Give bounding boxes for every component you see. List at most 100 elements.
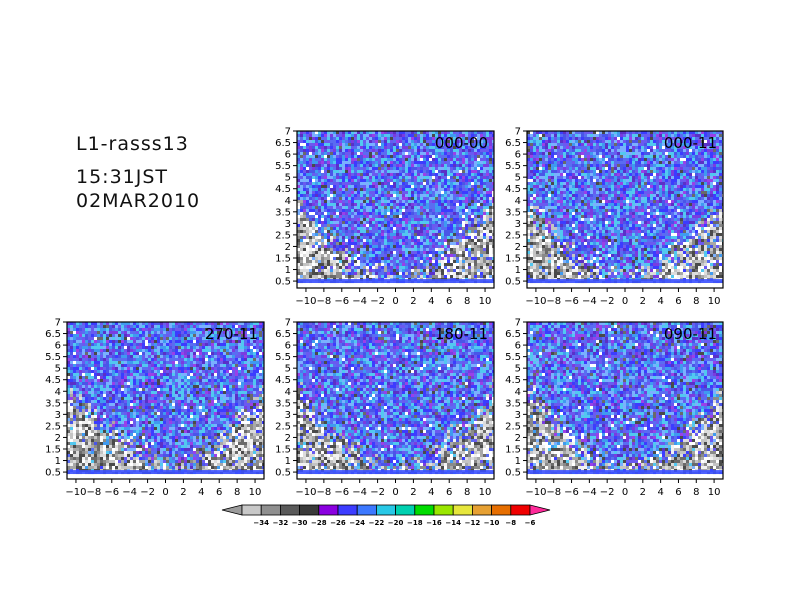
colorbar-box [318,504,339,516]
y-tick-label: 6.5 [275,138,291,149]
x-tick-label: 8 [234,487,240,498]
colorbar-max-arrow [529,504,551,516]
y-tick-label: 0.5 [505,468,521,479]
colorbar-box [471,504,492,516]
x-tick-label: −4 [352,487,367,498]
y-tick-label: 4.5 [45,375,61,386]
heatmap-field [527,322,723,479]
y-tick-label: 3 [515,410,521,421]
x-tick-label: −6 [334,296,349,307]
panel-label: 000-00 [435,134,488,152]
y-tick-label: 5.5 [275,352,291,363]
panel-label: 090-11 [664,325,717,343]
below-range-area [527,283,723,288]
x-tick-label: 6 [446,487,452,498]
heatmap-field [67,322,264,479]
x-tick-label: −6 [564,487,579,498]
y-tick-label: 5.5 [505,161,521,172]
x-tick-label: 2 [410,296,416,307]
colorbar-label: −16 [426,519,442,527]
x-tick-label: −8 [316,296,331,307]
x-tick-label: 6 [446,296,452,307]
below-range-area [67,474,264,479]
colorbar-box [395,504,416,516]
x-tick-label: −4 [582,296,597,307]
below-range-area [297,283,494,288]
y-tick-label: 4.5 [505,184,521,195]
y-tick-label: 7 [55,318,61,329]
y-tick-label: 6 [55,341,61,352]
colorbar-box [299,504,320,516]
colorbar-box [433,504,454,516]
y-tick-label: 6.5 [275,329,291,340]
x-tick-label: 4 [428,296,434,307]
y-tick-label: 5 [515,364,521,375]
y-tick-label: 1 [515,456,521,467]
x-tick-label: 10 [479,487,492,498]
y-tick-label: 2.5 [275,421,291,432]
x-tick-label: 0 [622,487,628,498]
panel-label: 270-11 [205,325,258,343]
x-tick-label: −10 [295,487,316,498]
y-tick-label: 2.5 [45,421,61,432]
colorbar-label: −24 [349,519,365,527]
x-tick-label: −4 [582,487,597,498]
colorbar-label: −26 [330,519,346,527]
panel-000-11: 000-11−10 −8 −6 −4 −2 0 2 4 6 8 100.511.522.533.54… [505,127,724,307]
colorbar-label: −14 [445,519,461,527]
y-tick-label: 4 [515,196,521,207]
y-tick-label: 3.5 [275,207,291,218]
y-tick-label: 4.5 [505,375,521,386]
x-tick-label: 10 [708,487,721,498]
x-tick-label: 6 [216,487,222,498]
colorbar-label: −12 [465,519,481,527]
y-tick-label: 2 [515,433,521,444]
y-tick-label: 3.5 [505,398,521,409]
x-tick-label: 6 [675,487,681,498]
surface-band [67,470,264,475]
y-tick-label: 6 [285,341,291,352]
x-tick-label: 8 [464,487,470,498]
colorbar-box [260,504,281,516]
panel-000-00: 000-00−10 −8 −6 −4 −2 0 2 4 6 8 100.511.522.533.54… [275,127,495,307]
y-tick-label: 6.5 [45,329,61,340]
y-tick-label: 3.5 [45,398,61,409]
y-tick-label: 4.5 [275,184,291,195]
y-tick-label: 4 [55,387,61,398]
colorbar-label: −28 [311,519,327,527]
y-tick-label: 0.5 [505,277,521,288]
x-tick-label: 0 [622,296,628,307]
x-tick-label: −8 [316,487,331,498]
heatmap-field [527,131,723,288]
y-tick-label: 7 [285,127,291,138]
y-tick-label: 1.5 [45,444,61,455]
surface-band [297,279,494,284]
y-tick-label: 2.5 [505,421,521,432]
station-title: L1-rasss13 [76,133,189,155]
x-tick-label: −10 [525,487,546,498]
colorbar-box [452,504,473,516]
y-tick-label: 1 [515,265,521,276]
y-tick-label: 4 [515,387,521,398]
y-tick-label: 7 [285,318,291,329]
y-tick-label: 1 [285,265,291,276]
colorbar-min-arrow [221,504,243,516]
x-tick-label: −8 [546,487,561,498]
y-tick-label: 4.5 [275,375,291,386]
panel-180-11: 180-11−10 −8 −6 −4 −2 0 2 4 6 8 100.511.522.533.54… [275,318,495,498]
x-tick-label: 10 [708,296,721,307]
y-tick-label: 3.5 [505,207,521,218]
y-tick-label: 0.5 [45,468,61,479]
x-tick-label: 4 [657,296,663,307]
panel-label: 000-11 [664,134,717,152]
x-tick-label: −4 [122,487,137,498]
y-tick-label: 3.5 [275,398,291,409]
x-tick-label: 2 [180,487,186,498]
y-tick-label: 4 [285,196,291,207]
colorbar-label: −10 [484,519,500,527]
time-label: 15:31JST [76,166,169,188]
x-tick-label: 8 [464,296,470,307]
y-tick-label: 1.5 [275,253,291,264]
y-tick-label: 5 [285,173,291,184]
colorbar-label: −8 [505,519,516,527]
